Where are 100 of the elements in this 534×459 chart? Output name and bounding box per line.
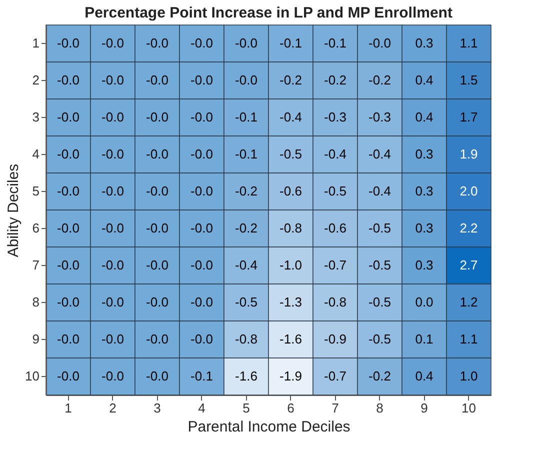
data-label: -1.3 [280,294,302,310]
data-label: -0.2 [368,368,391,384]
data-label: -0.6 [280,184,302,198]
data-label: -1.6 [280,332,302,346]
data-label: 1.9 [460,146,478,162]
data-label: -0.3 [324,110,346,124]
data-label: -0.0 [190,184,213,198]
data-label: 0.1 [415,332,434,346]
y-tick-label: 9 [32,332,40,346]
x-tick-label: 9 [420,400,428,416]
data-label: -0.0 [57,332,80,346]
data-label: -0.0 [57,220,80,236]
y-tick-label: 10 [25,368,40,384]
data-label: -0.0 [146,110,168,124]
data-label: -0.0 [102,220,124,236]
data-label: -0.0 [235,36,258,50]
y-tick-label: 6 [32,220,40,236]
data-label: -0.0 [57,36,80,50]
data-label: 2.0 [460,184,478,198]
x-tick-label: 3 [154,400,161,416]
data-label: -0.0 [190,220,213,236]
x-tick-label: 4 [198,400,206,416]
data-label: -0.0 [146,184,168,198]
data-label: -0.8 [280,220,302,236]
data-label: 0.3 [415,36,434,50]
y-axis-title: Ability Deciles [5,164,22,258]
data-label: -0.0 [146,332,168,346]
data-label: 1.2 [460,294,478,310]
data-label: -1.9 [280,368,302,384]
data-label: -0.0 [57,146,80,162]
data-label: -0.4 [368,146,391,162]
data-label: -0.2 [368,72,391,88]
data-label: -0.0 [102,110,124,124]
y-tick-label: 4 [32,146,40,162]
data-label: -0.0 [102,332,124,346]
data-label: 0.4 [415,110,434,124]
data-label: 0.4 [415,368,434,384]
data-label: -0.2 [235,220,258,236]
y-tick-label: 7 [32,258,40,272]
data-label: -0.8 [324,294,346,310]
data-label: 1.5 [460,72,478,88]
data-label: -0.0 [102,258,124,272]
x-tick-label: 5 [242,400,250,416]
data-label: -0.1 [235,146,258,162]
data-label: 0.3 [415,258,434,272]
data-label: 0.3 [415,220,434,236]
data-label: 1.7 [460,110,478,124]
data-label: 0.0 [415,294,434,310]
data-label: -0.0 [190,258,213,272]
x-axis-title: Parental Income Deciles [188,418,350,436]
data-label: -0.2 [280,72,302,88]
data-label: -0.0 [190,36,213,50]
data-label: -0.3 [368,110,391,124]
data-label: 1.0 [460,368,478,384]
data-label: -0.0 [102,184,124,198]
data-label: -0.4 [368,184,391,198]
data-label: -0.0 [146,368,168,384]
x-tick-label: 2 [109,400,116,416]
data-label: -0.5 [324,184,346,198]
data-label: 2.2 [460,220,478,236]
data-label: -0.0 [146,72,168,88]
data-label: 1.1 [460,36,478,50]
data-label: -0.4 [324,146,346,162]
x-tick-label: 7 [332,400,339,416]
y-tick-label: 5 [32,184,40,198]
x-tick-label: 10 [462,400,476,416]
data-label: 0.3 [415,146,434,162]
data-label: -0.0 [146,146,168,162]
y-tick-label: 2 [32,72,40,88]
data-label: -0.5 [368,220,391,236]
data-label: -0.0 [102,36,124,50]
data-label: -0.2 [324,72,346,88]
data-label: -0.0 [146,258,168,272]
data-label: -0.1 [190,368,213,384]
data-label: -0.4 [235,258,258,272]
data-label: -0.2 [235,184,258,198]
data-label: -0.0 [146,36,168,50]
data-label: -0.7 [324,368,346,384]
x-tick-label: 8 [376,400,384,416]
data-label: -0.0 [57,294,80,310]
y-tick-label: 1 [32,36,40,50]
data-label: 0.4 [415,72,434,88]
data-label: -0.0 [102,368,124,384]
data-label: -0.0 [102,146,124,162]
data-label: -0.0 [57,258,80,272]
data-label: -0.0 [190,146,213,162]
data-label: -0.1 [324,36,346,50]
data-label: -0.0 [368,36,391,50]
data-label: -1.6 [235,368,258,384]
data-label: -0.0 [190,294,213,310]
data-label: -0.5 [235,294,258,310]
data-label: -0.0 [57,184,80,198]
data-label: -0.0 [57,368,80,384]
data-label: 1.1 [460,332,478,346]
data-label: -0.0 [57,110,80,124]
data-label: 2.7 [460,258,478,272]
data-label: -0.6 [324,220,346,236]
data-label: 0.3 [415,184,434,198]
data-label: -0.1 [235,110,258,124]
data-label: -0.0 [190,332,213,346]
